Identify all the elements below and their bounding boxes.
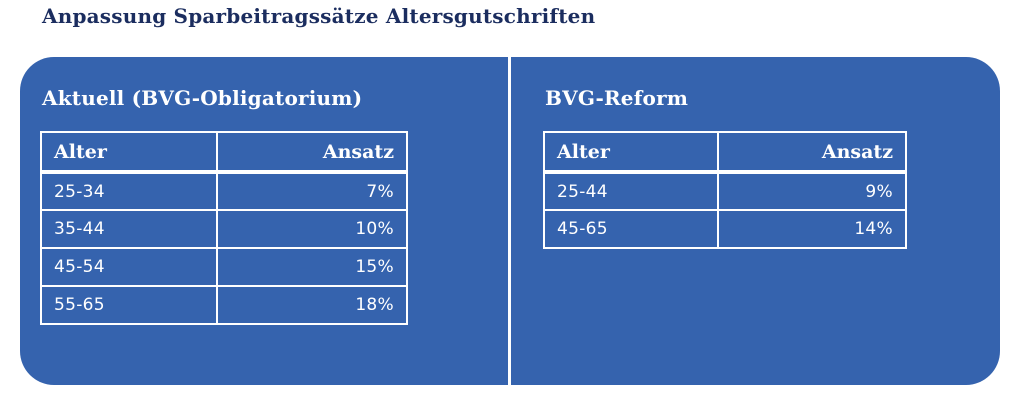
- alter-cell: 25-34: [40, 171, 218, 211]
- table-header-row: Alter Ansatz: [543, 131, 908, 174]
- alter-cell: 45-54: [40, 247, 218, 287]
- table-row: 55-65 18%: [40, 285, 409, 325]
- alter-cell: 45-65: [543, 209, 719, 249]
- table-row: 45-54 15%: [40, 247, 409, 287]
- ansatz-cell: 7%: [215, 171, 409, 211]
- table-row: 35-44 10%: [40, 209, 409, 249]
- alter-cell: 35-44: [40, 209, 218, 249]
- alter-column-header: Alter: [543, 131, 719, 174]
- reform-table: Alter Ansatz 25-44 9% 45-65 14%: [543, 131, 908, 249]
- ansatz-cell: 9%: [716, 171, 908, 211]
- panel-aktuell: Aktuell (BVG-Obligatorium) Alter Ansatz …: [40, 57, 490, 325]
- ansatz-cell: 10%: [215, 209, 409, 249]
- ansatz-column-header: Ansatz: [215, 131, 409, 174]
- panel-aktuell-heading: Aktuell (BVG-Obligatorium): [42, 86, 363, 110]
- ansatz-cell: 14%: [716, 209, 908, 249]
- table-row: 25-44 9%: [543, 171, 908, 211]
- alter-cell: 25-44: [543, 171, 719, 211]
- table-header-row: Alter Ansatz: [40, 131, 409, 174]
- table-row: 45-65 14%: [543, 209, 908, 249]
- page-title: Anpassung Sparbeitragssätze Altersgutsch…: [42, 4, 596, 28]
- ansatz-cell: 15%: [215, 247, 409, 287]
- ansatz-column-header: Ansatz: [716, 131, 908, 174]
- table-row: 25-34 7%: [40, 171, 409, 211]
- panel-reform: BVG-Reform Alter Ansatz 25-44 9% 45-65: [543, 57, 983, 249]
- panel-divider: [508, 57, 511, 385]
- panel-reform-heading: BVG-Reform: [545, 86, 689, 110]
- comparison-card: Aktuell (BVG-Obligatorium) Alter Ansatz …: [20, 57, 1000, 385]
- alter-column-header: Alter: [40, 131, 218, 174]
- ansatz-cell: 18%: [215, 285, 409, 325]
- aktuell-table: Alter Ansatz 25-34 7% 35-44 10% 45-54: [40, 131, 409, 325]
- alter-cell: 55-65: [40, 285, 218, 325]
